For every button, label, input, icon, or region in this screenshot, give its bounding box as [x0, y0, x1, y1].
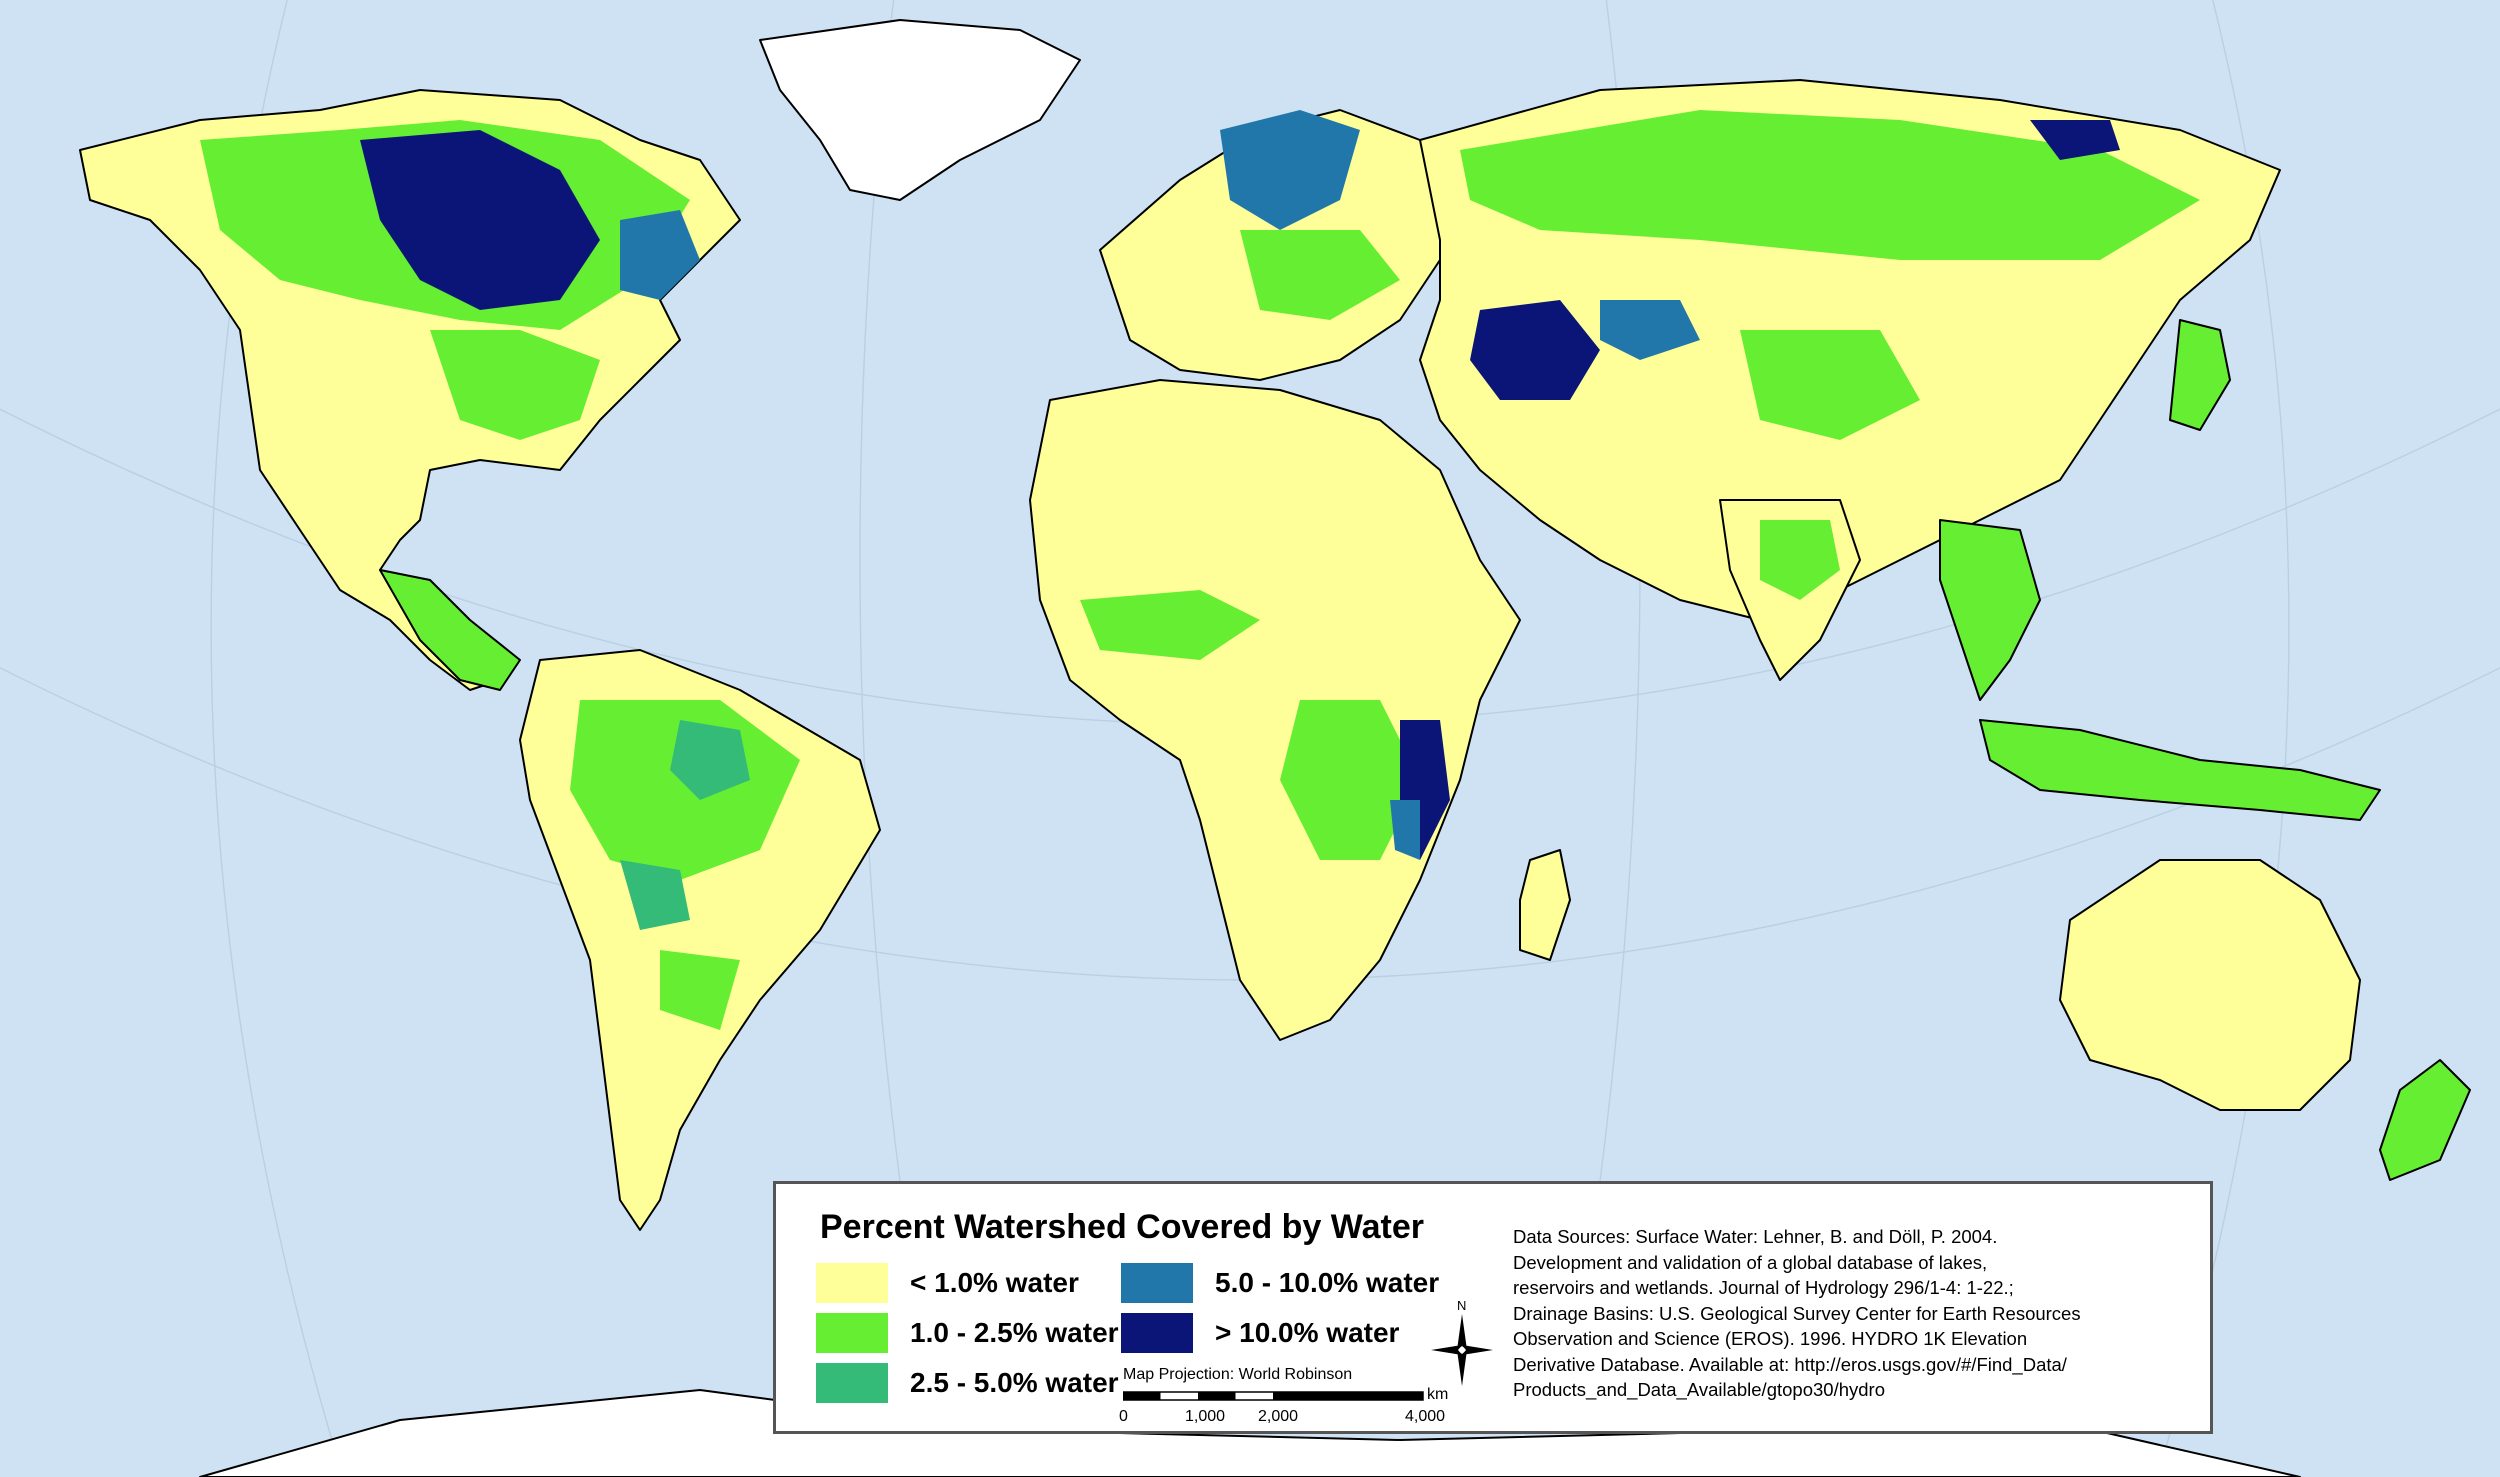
legend-swatch	[1121, 1313, 1193, 1353]
projection-label: Map Projection: World Robinson	[1123, 1366, 1353, 1383]
legend-item-gt-10: > 10.0% water	[1121, 1312, 1399, 1354]
legend-item-5-10: 5.0 - 10.0% water	[1121, 1262, 1439, 1304]
legend-swatch	[1121, 1263, 1193, 1303]
amazon-basin-mid	[670, 720, 750, 800]
siberia-east-high	[2030, 120, 2120, 160]
scale-tick-0: 0	[1119, 1408, 1128, 1425]
central-asia-lakes	[1470, 300, 1600, 400]
central-america-land	[379, 569, 521, 691]
scale-tick-4000: 4,000	[1405, 1408, 1446, 1425]
japan-land	[2169, 319, 2231, 431]
india-wetlands	[1760, 520, 1840, 600]
indonesia-land	[1979, 719, 2381, 821]
legend-label: > 10.0% water	[1215, 1317, 1400, 1348]
sources-line: Derivative Database. Available at: http:…	[1513, 1353, 2067, 1375]
legend-label: 5.0 - 10.0% water	[1215, 1267, 1440, 1298]
north-label: N	[1457, 1298, 1467, 1313]
us-wetlands	[430, 330, 600, 440]
north-arrow: N	[1427, 1298, 1497, 1392]
sources-line: Observation and Science (EROS). 1996. HY…	[1513, 1328, 2028, 1349]
sources-line: Drainage Basins: U.S. Geological Survey …	[1513, 1302, 2081, 1324]
australia-land	[2059, 859, 2361, 1111]
data-sources: Data Sources: Surface Water: Lehner, B. …	[1513, 1224, 2193, 1403]
greenland-ice	[759, 19, 1081, 201]
madagascar-land	[1519, 849, 1571, 961]
legend-item-1-2-5: 1.0 - 2.5% water	[816, 1312, 1119, 1354]
canada-lakes-mid	[620, 210, 700, 300]
sources-line: Data Sources: Surface Water: Lehner, B. …	[1513, 1226, 1998, 1247]
siberia-wetlands	[1460, 110, 2200, 260]
legend-swatch	[816, 1363, 888, 1403]
sahel-wetlands	[1080, 590, 1260, 660]
scale-bar-graphic	[1122, 1391, 1424, 1401]
sources-line: reservoirs and wetlands. Journal of Hydr…	[1513, 1277, 2014, 1298]
central-asia-mid	[1600, 300, 1700, 360]
africa-land	[1029, 379, 1521, 1041]
legend-item-2-5-5: 2.5 - 5.0% water	[816, 1362, 1119, 1404]
new-zealand-land	[2379, 1059, 2471, 1181]
great-lakes-africa-mid	[1390, 800, 1420, 860]
pantanal-wetlands	[620, 860, 690, 930]
scale-bar: 0 1,000 2,000 4,000 km	[1119, 1386, 1483, 1428]
scale-unit: km	[1427, 1386, 1449, 1403]
sources-line: Products_and_Data_Available/gtopo30/hydr…	[1513, 1379, 1885, 1400]
scale-tick-1000: 1,000	[1185, 1408, 1226, 1425]
legend-panel: Percent Watershed Covered by Water < 1.0…	[773, 1181, 2213, 1434]
legend-title: Percent Watershed Covered by Water	[820, 1208, 1424, 1246]
legend-swatch	[816, 1313, 888, 1353]
legend-label: < 1.0% water	[910, 1267, 1079, 1298]
southeast-asia-land	[1939, 519, 2041, 701]
europe-wetlands	[1240, 230, 1400, 320]
parana-wetlands	[660, 950, 740, 1030]
legend-item-lt-1: < 1.0% water	[816, 1262, 1079, 1304]
legend-label: 1.0 - 2.5% water	[910, 1317, 1119, 1348]
sources-line: Development and validation of a global d…	[1513, 1251, 1988, 1273]
africa-wetlands	[1280, 700, 1420, 860]
compass-icon	[1431, 1314, 1493, 1386]
china-wetlands	[1740, 330, 1920, 440]
antarctica-ice	[199, 1389, 2301, 1477]
legend-label: 2.5 - 5.0% water	[910, 1367, 1119, 1398]
scandinavia-lakes	[1220, 110, 1360, 230]
scale-tick-2000: 2,000	[1258, 1408, 1299, 1425]
canada-lakes-high	[360, 130, 600, 310]
legend-swatch	[816, 1263, 888, 1303]
